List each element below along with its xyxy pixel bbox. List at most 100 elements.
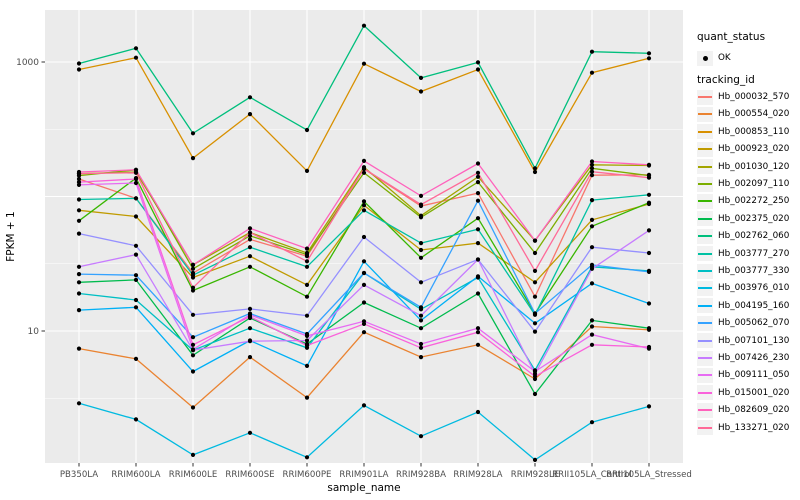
- data-point: [532, 268, 538, 273]
- legend-item: Hb_001030_120: [697, 159, 789, 175]
- data-point: [304, 395, 310, 400]
- data-point: [475, 161, 481, 166]
- data-point: [76, 291, 82, 296]
- data-point: [247, 306, 253, 311]
- data-point: [190, 266, 196, 271]
- data-point: [361, 259, 367, 264]
- legend-key-swatch: [697, 176, 713, 192]
- data-point: [361, 321, 367, 326]
- data-point: [133, 273, 139, 278]
- data-point: [133, 170, 139, 175]
- data-point: [646, 404, 652, 409]
- data-point: [247, 326, 253, 331]
- legend-key-swatch: [697, 280, 713, 296]
- data-point: [133, 252, 139, 257]
- data-point: [646, 175, 652, 180]
- data-point: [76, 180, 82, 185]
- data-point: [418, 202, 424, 207]
- data-point: [361, 203, 367, 208]
- legend-key-swatch: [697, 350, 713, 366]
- data-point: [76, 197, 82, 202]
- data-point: [133, 243, 139, 248]
- x-tick-label: RRIM600LA: [111, 470, 160, 480]
- data-point: [475, 342, 481, 347]
- data-point: [646, 250, 652, 256]
- data-point: [76, 264, 82, 269]
- data-point: [589, 318, 595, 323]
- data-point: [418, 434, 424, 439]
- data-point: [361, 403, 367, 408]
- data-point: [418, 75, 424, 80]
- data-point: [475, 326, 481, 331]
- data-point: [475, 198, 481, 203]
- legend-item: Hb_000923_020: [697, 141, 789, 157]
- data-point: [418, 241, 424, 246]
- data-point: [475, 291, 481, 296]
- legend-item: Hb_082609_020: [697, 402, 789, 418]
- data-point: [361, 61, 367, 66]
- data-point: [190, 405, 196, 410]
- data-point: [190, 262, 196, 267]
- legend-item-label: Hb_002762_060: [718, 231, 790, 242]
- data-point: [190, 273, 196, 278]
- legend-key-swatch: [697, 106, 713, 122]
- x-tick-label: RRII105LA_Control: [552, 470, 632, 480]
- data-point: [247, 95, 253, 100]
- legend-item: Hb_015001_020: [697, 385, 789, 401]
- data-point: [418, 341, 424, 347]
- data-point: [532, 169, 538, 175]
- x-tick-label: RRIM928LA: [453, 470, 502, 480]
- legend-key-swatch: [697, 211, 713, 227]
- data-point: [361, 23, 367, 28]
- data-point: [76, 171, 82, 176]
- data-point: [475, 227, 481, 232]
- data-point: [475, 67, 481, 72]
- data-point: [418, 305, 424, 310]
- data-point: [418, 193, 424, 198]
- data-point: [247, 254, 253, 259]
- legend-item: Hb_005062_070: [697, 315, 789, 331]
- data-point: [475, 191, 481, 196]
- x-tick-label: RRIM928LE: [511, 470, 560, 480]
- data-point: [190, 285, 196, 290]
- data-point: [247, 314, 253, 319]
- data-point: [76, 272, 82, 277]
- data-point: [589, 159, 595, 164]
- y-tick-label: 10: [28, 327, 40, 337]
- data-point: [646, 228, 652, 233]
- data-point: [361, 330, 367, 335]
- data-point: [532, 457, 538, 462]
- data-point: [475, 274, 481, 279]
- legend-item-label: Hb_000032_570: [718, 92, 790, 102]
- data-point: [532, 321, 538, 326]
- data-point: [646, 192, 652, 197]
- legend-item-label: Hb_000923_020: [718, 144, 790, 155]
- data-point: [76, 231, 82, 236]
- legend-item-label: Hb_002097_110: [718, 179, 790, 189]
- legend-key-swatch: [697, 367, 713, 383]
- data-point: [361, 282, 367, 287]
- y-axis-title: FPKM + 1: [5, 211, 17, 261]
- legend: quant_status OK tracking_id Hb_000032_57…: [693, 0, 800, 500]
- legend-item: Hb_003777_330: [697, 263, 789, 279]
- x-axis-title: sample_name: [327, 482, 400, 494]
- data-point: [133, 417, 139, 422]
- data-point: [247, 430, 253, 435]
- legend-key-swatch: [697, 193, 713, 209]
- legend-key-swatch: [697, 263, 713, 279]
- data-point: [76, 401, 82, 406]
- legend-key-swatch: [697, 246, 713, 262]
- legend-key-swatch: [697, 298, 713, 314]
- legend-item-label: Hb_133271_020: [718, 422, 790, 433]
- data-point: [646, 56, 652, 61]
- legend-key-swatch: [697, 420, 713, 436]
- data-point: [247, 112, 253, 117]
- data-point: [589, 198, 595, 203]
- data-point: [361, 166, 367, 171]
- data-point: [589, 332, 595, 337]
- legend-item-label: Hb_007101_130: [718, 335, 790, 346]
- legend-item-label: Hb_000554_020: [718, 109, 790, 120]
- data-point: [418, 255, 424, 260]
